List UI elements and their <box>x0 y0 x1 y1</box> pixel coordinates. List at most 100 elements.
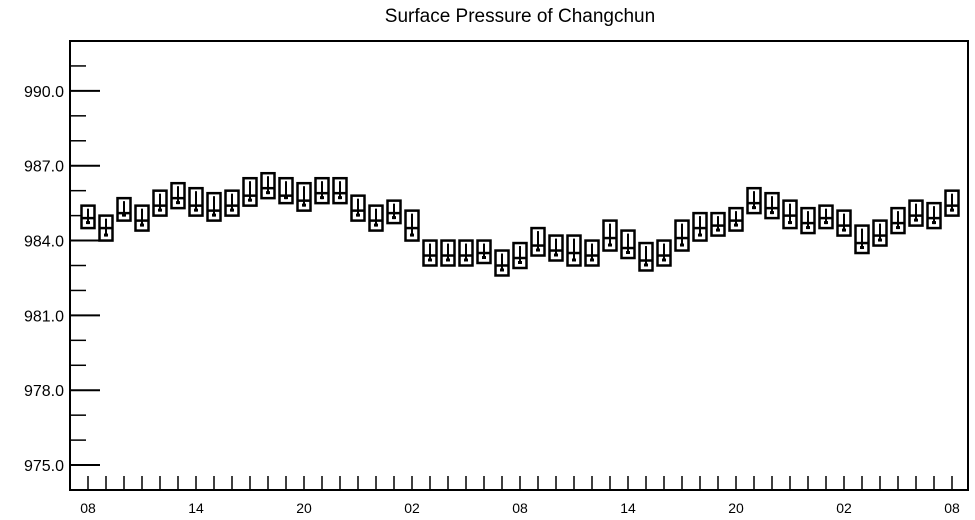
y-tick-label: 975.0 <box>24 458 64 475</box>
box-mark <box>944 189 960 217</box>
x-tick-label: 20 <box>728 500 744 516</box>
box-mark <box>620 229 636 260</box>
low-marker <box>824 221 828 225</box>
box-mark <box>314 176 330 205</box>
box-mark <box>116 196 132 222</box>
low-marker <box>878 238 882 242</box>
low-marker <box>176 201 180 205</box>
low-marker <box>752 206 756 210</box>
box-mark <box>440 239 456 267</box>
low-marker <box>680 243 684 247</box>
low-marker <box>554 253 558 257</box>
low-marker <box>302 203 306 207</box>
low-marker <box>104 233 108 237</box>
low-marker <box>140 223 144 227</box>
box-mark <box>80 204 96 230</box>
low-marker <box>446 258 450 262</box>
low-marker <box>932 221 936 225</box>
y-tick-label: 987.0 <box>24 159 64 176</box>
box-mark <box>926 201 942 230</box>
x-axis: 08 14 20 02 08 14 20 02 08 <box>80 476 960 516</box>
box-mark <box>674 219 690 252</box>
x-tick-label: 20 <box>296 500 312 516</box>
chart-title: Surface Pressure of Changchun <box>385 6 655 27</box>
box-mark <box>566 234 582 267</box>
low-marker <box>788 221 792 225</box>
x-tick-label: 08 <box>512 500 528 516</box>
low-marker <box>536 248 540 252</box>
low-marker <box>122 213 126 217</box>
low-marker <box>590 258 594 262</box>
low-marker <box>356 213 360 217</box>
low-marker <box>572 258 576 262</box>
low-marker <box>896 226 900 230</box>
box-mark <box>890 206 906 235</box>
low-marker <box>626 251 630 255</box>
low-marker <box>482 256 486 260</box>
box-mark <box>98 214 114 242</box>
box-mark <box>188 186 204 217</box>
low-marker <box>374 223 378 227</box>
low-marker <box>662 258 666 262</box>
low-marker <box>716 228 720 232</box>
box-mark <box>638 241 654 272</box>
box-mark <box>476 239 492 265</box>
low-marker <box>338 196 342 200</box>
x-tick-label: 14 <box>620 500 636 516</box>
low-marker <box>284 196 288 200</box>
box-mark <box>548 234 564 262</box>
box-mark <box>152 189 168 217</box>
low-marker <box>194 208 198 212</box>
low-marker <box>230 208 234 212</box>
box-mark <box>602 219 618 252</box>
low-marker <box>158 208 162 212</box>
low-marker <box>410 233 414 237</box>
y-tick-label: 990.0 <box>24 84 64 101</box>
box-mark <box>800 206 816 235</box>
x-tick-label: 08 <box>944 500 960 516</box>
box-mark <box>422 239 438 267</box>
box-mark <box>692 211 708 242</box>
low-marker <box>698 233 702 237</box>
box-mark <box>368 204 384 232</box>
low-marker <box>770 211 774 215</box>
low-marker <box>266 191 270 195</box>
low-marker <box>212 213 216 217</box>
low-marker <box>644 263 648 267</box>
box-mark <box>854 224 870 255</box>
low-marker <box>500 268 504 272</box>
low-marker <box>806 226 810 230</box>
x-tick-label: 02 <box>404 500 420 516</box>
low-marker <box>320 196 324 200</box>
low-marker <box>248 198 252 202</box>
box-mark <box>134 204 150 232</box>
box-mark <box>386 199 402 225</box>
low-marker <box>914 218 918 222</box>
low-marker <box>860 246 864 250</box>
low-marker <box>392 216 396 220</box>
box-mark <box>332 176 348 205</box>
x-tick-label: 02 <box>836 500 852 516</box>
box-mark <box>656 239 672 267</box>
box-mark <box>836 209 852 237</box>
x-tick-label: 08 <box>80 500 96 516</box>
box-mark <box>764 191 780 220</box>
box-mark <box>512 241 528 270</box>
low-marker <box>428 258 432 262</box>
box-mark <box>530 226 546 257</box>
low-marker <box>518 260 522 264</box>
box-mark <box>782 199 798 230</box>
low-marker <box>608 243 612 247</box>
low-marker <box>842 228 846 232</box>
box-mark <box>206 191 222 222</box>
box-mark <box>242 176 258 207</box>
y-tick-label: 978.0 <box>24 383 64 400</box>
box-mark <box>458 239 474 267</box>
y-axis: 975.0 978.0 981.0 984.0 987.0 990.0 <box>24 65 100 475</box>
box-mark <box>260 171 276 200</box>
y-tick-label: 984.0 <box>24 234 64 251</box>
box-mark <box>584 239 600 267</box>
box-mark <box>746 186 762 215</box>
box-mark <box>224 189 240 217</box>
